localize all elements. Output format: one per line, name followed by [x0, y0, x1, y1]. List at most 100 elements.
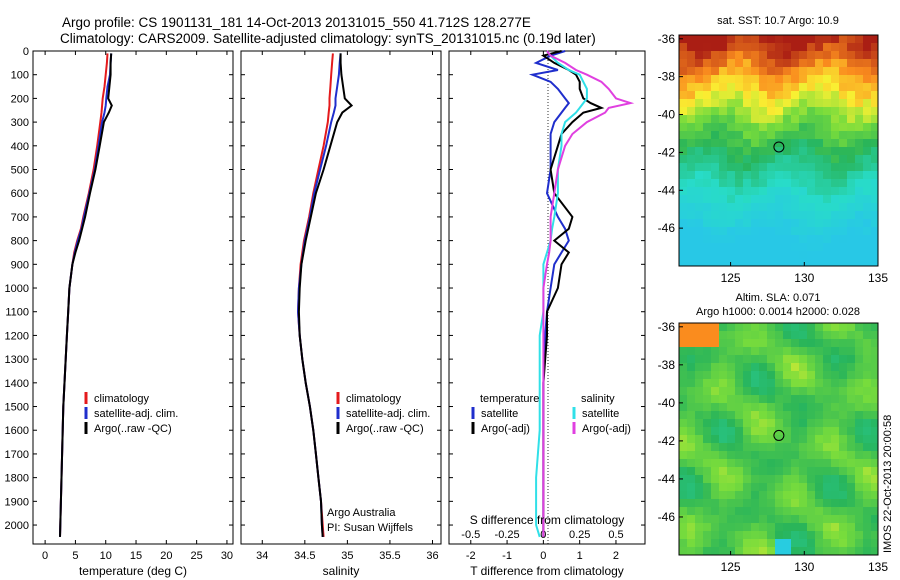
- map-cell: [703, 235, 711, 243]
- map-cell: [767, 515, 775, 523]
- map-cell: [855, 387, 863, 395]
- map-cell: [703, 35, 711, 43]
- s-diff-tick-label: -0.5: [461, 529, 480, 541]
- map-cell: [743, 475, 751, 483]
- map-cell: [735, 459, 743, 467]
- latitude-tick-label: -46: [658, 221, 676, 235]
- map-cell: [719, 187, 727, 195]
- map-cell: [735, 203, 743, 211]
- map-cell: [815, 59, 823, 67]
- map-cell: [711, 491, 719, 499]
- map-cell: [871, 115, 878, 123]
- map-cell: [783, 59, 791, 67]
- latitude-tick-label: -42: [658, 145, 676, 159]
- map-cell: [839, 443, 847, 451]
- map-cell: [791, 419, 799, 427]
- map-cell: [679, 483, 687, 491]
- map-cell: [767, 347, 775, 355]
- map-cell: [871, 387, 878, 395]
- map-cell: [719, 443, 727, 451]
- map-cell: [815, 219, 823, 227]
- map-cell: [687, 491, 695, 499]
- map-cell: [695, 243, 703, 251]
- map-cell: [871, 219, 878, 227]
- map-cell: [719, 475, 727, 483]
- map-cell: [687, 443, 695, 451]
- map-cell: [719, 251, 727, 259]
- map-cell: [719, 411, 727, 419]
- map-cell: [679, 179, 687, 187]
- map-cell: [687, 123, 695, 131]
- map-cell: [815, 35, 823, 43]
- map-cell: [847, 443, 855, 451]
- map-cell: [815, 459, 823, 467]
- map-cell: [727, 83, 735, 91]
- map-cell: [735, 515, 743, 523]
- map-cell: [751, 99, 759, 107]
- map-cell: [783, 467, 791, 475]
- map-cell: [743, 59, 751, 67]
- map-cell: [727, 107, 735, 115]
- map-cell: [727, 339, 735, 347]
- map-cell: [687, 331, 695, 339]
- map-cell: [775, 155, 783, 163]
- map-cell: [743, 99, 751, 107]
- map-cell: [687, 323, 695, 331]
- map-cell: [815, 91, 823, 99]
- map-cell: [767, 411, 775, 419]
- map-cell: [703, 147, 711, 155]
- map-cell: [783, 539, 791, 547]
- map-cell: [839, 251, 847, 259]
- map-cell: [847, 483, 855, 491]
- map-cell: [759, 91, 767, 99]
- map-cell: [727, 139, 735, 147]
- map-cell: [703, 459, 711, 467]
- salinity-panel: 34 34.5 35 35.5 36 salinity climatology sate…: [240, 50, 442, 578]
- map-cell: [703, 347, 711, 355]
- legend-argo-label: Argo(..raw -QC): [346, 423, 424, 435]
- map-cell: [735, 339, 743, 347]
- map-cell: [767, 147, 775, 155]
- map-cell: [831, 107, 839, 115]
- map-cell: [759, 67, 767, 75]
- map-cell: [719, 323, 727, 331]
- map-cell: [695, 171, 703, 179]
- map-cell: [719, 371, 727, 379]
- map-cell: [711, 195, 719, 203]
- map-cell: [751, 131, 759, 139]
- map-cell: [807, 483, 815, 491]
- map-cell: [687, 171, 695, 179]
- map-cell: [711, 155, 719, 163]
- map-cell: [807, 347, 815, 355]
- map-cell: [711, 211, 719, 219]
- map-cell: [839, 387, 847, 395]
- map-cell: [783, 187, 791, 195]
- map-cell: [799, 43, 807, 51]
- map-cell: [863, 363, 871, 371]
- map-cell: [863, 51, 871, 59]
- map-cell: [847, 187, 855, 195]
- latitude-tick-label: -36: [658, 320, 676, 334]
- map-cell: [767, 139, 775, 147]
- map-cell: [775, 331, 783, 339]
- map-cell: [711, 403, 719, 411]
- map-cell: [847, 411, 855, 419]
- map-cell: [839, 523, 847, 531]
- map-cell: [847, 355, 855, 363]
- map-cell: [711, 467, 719, 475]
- legend-satellite-label: satellite-adj. clim.: [346, 408, 430, 420]
- map-cell: [703, 515, 711, 523]
- map-cell: [783, 123, 791, 131]
- map-cell: [711, 371, 719, 379]
- map-cell: [743, 547, 751, 555]
- map-cell: [759, 51, 767, 59]
- map-cell: [815, 355, 823, 363]
- map-cell: [703, 43, 711, 51]
- map-cell: [711, 451, 719, 459]
- map-cell: [695, 539, 703, 547]
- map-cell: [807, 179, 815, 187]
- map-cell: [815, 419, 823, 427]
- map-cell: [767, 187, 775, 195]
- map-cell: [687, 387, 695, 395]
- map-cell: [815, 451, 823, 459]
